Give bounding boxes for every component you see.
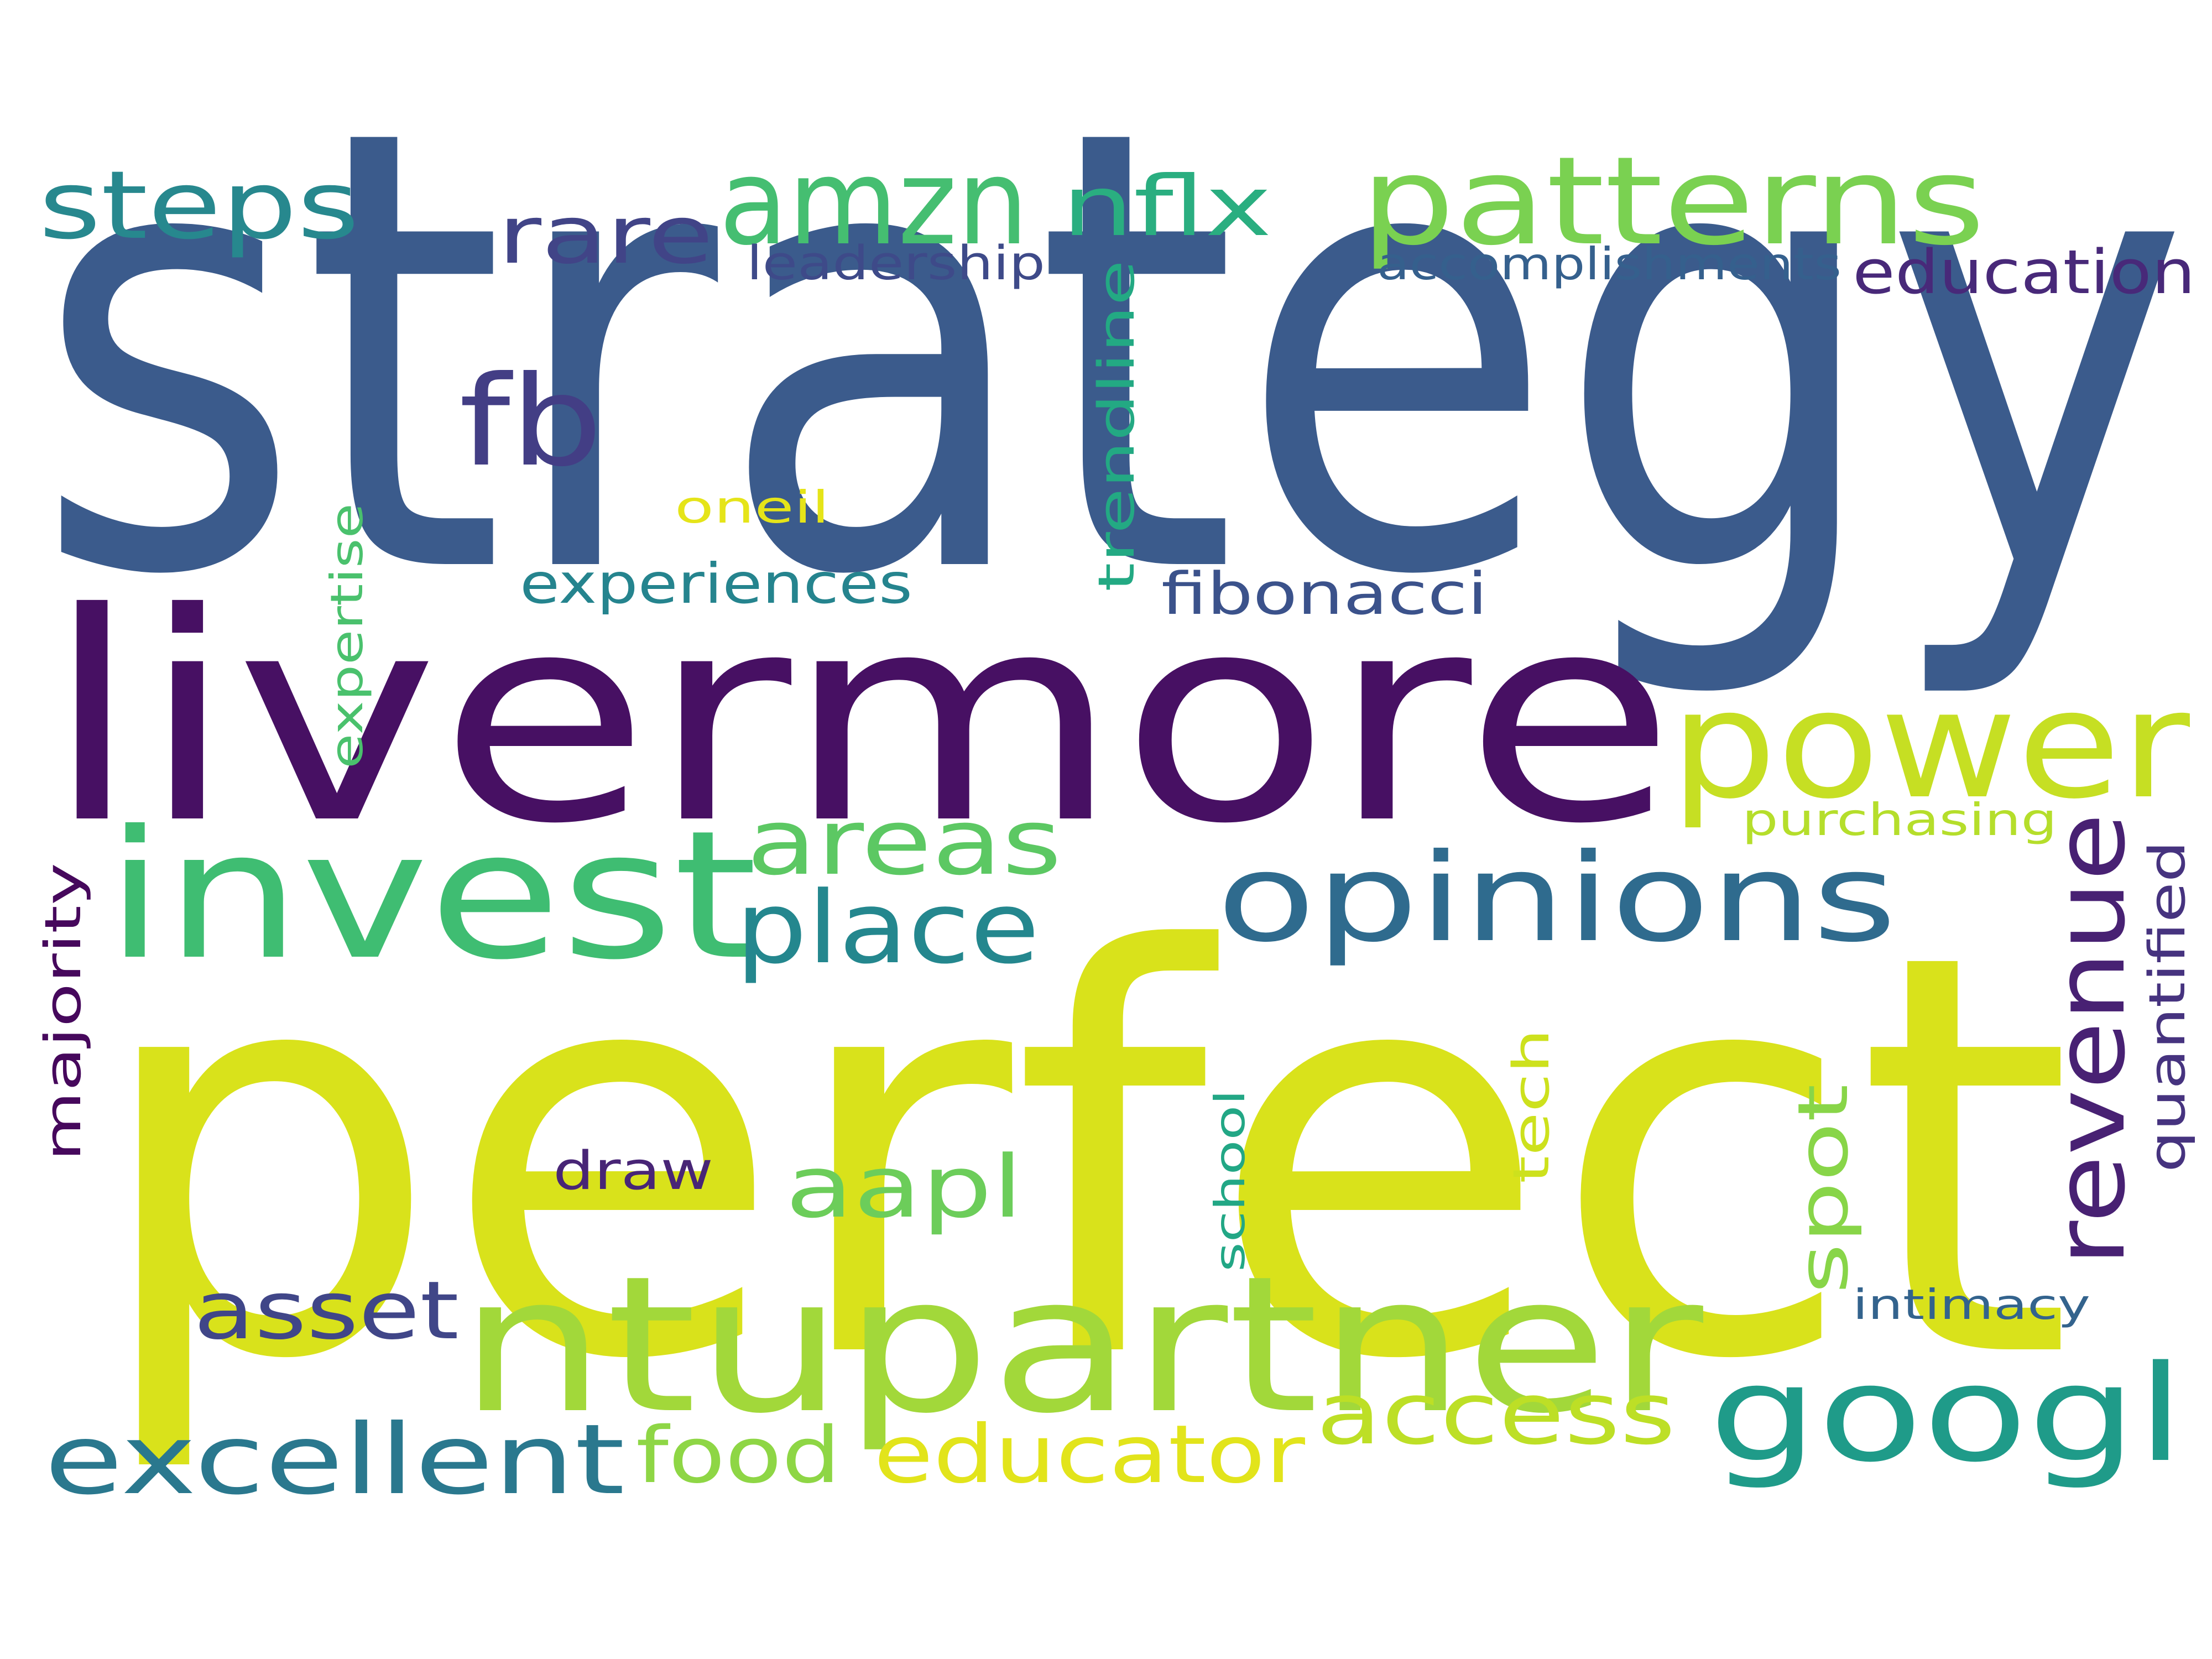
word-trendline: trendline (1088, 260, 1146, 592)
word-rare: rare (498, 189, 713, 282)
word-fb: fb (459, 349, 603, 494)
word-perfect: perfect (88, 836, 2074, 1480)
word-strategy: strategy (33, 0, 2190, 708)
word-leadership: leadership (747, 236, 1045, 291)
word-ntupartner: ntupartner (459, 1236, 1705, 1455)
word-draw: draw (553, 1141, 713, 1202)
word-food: food (636, 1411, 841, 1501)
word-tech: tech (1503, 1029, 1561, 1183)
word-education: education (1853, 237, 2195, 307)
word-asset: asset (194, 1264, 459, 1358)
word-aapl: aapl (785, 1137, 1023, 1237)
word-intimacy: intimacy (1853, 1280, 2090, 1329)
word-revenue: revenue (2034, 813, 2147, 1266)
word-areas: areas (747, 789, 1062, 895)
word-place: place (735, 870, 1040, 986)
word-nflx: nflx (1062, 159, 1272, 255)
word-spot: spot (1783, 1084, 1864, 1294)
word-opinions: opinions (1217, 827, 1897, 969)
word-steps: steps (39, 151, 359, 260)
word-school: school (1206, 1089, 1254, 1272)
word-power: power (1670, 658, 2192, 832)
word-majority: majority (34, 863, 92, 1161)
word-purchasing: purchasing (1742, 794, 2057, 846)
word-expertise: expertise (321, 503, 373, 769)
word-experiences: experiences (520, 551, 912, 616)
word-access: access (1316, 1364, 1676, 1464)
word-livermore: livermore (44, 551, 1676, 886)
word-educator: educator (874, 1408, 1305, 1501)
word-invest: invest (105, 793, 758, 999)
word-googl: googl (1709, 1337, 2184, 1491)
word-amzn: amzn (719, 133, 1029, 272)
word-quantified: quantified (2138, 841, 2197, 1172)
word-patterns: patterns (1360, 131, 1985, 272)
word-excellent: excellent (44, 1404, 625, 1516)
word-accomplishments: accomplishments (1377, 238, 1841, 290)
word-fibonacci: fibonacci (1161, 560, 1488, 628)
word-oneil: oneil (675, 482, 830, 533)
